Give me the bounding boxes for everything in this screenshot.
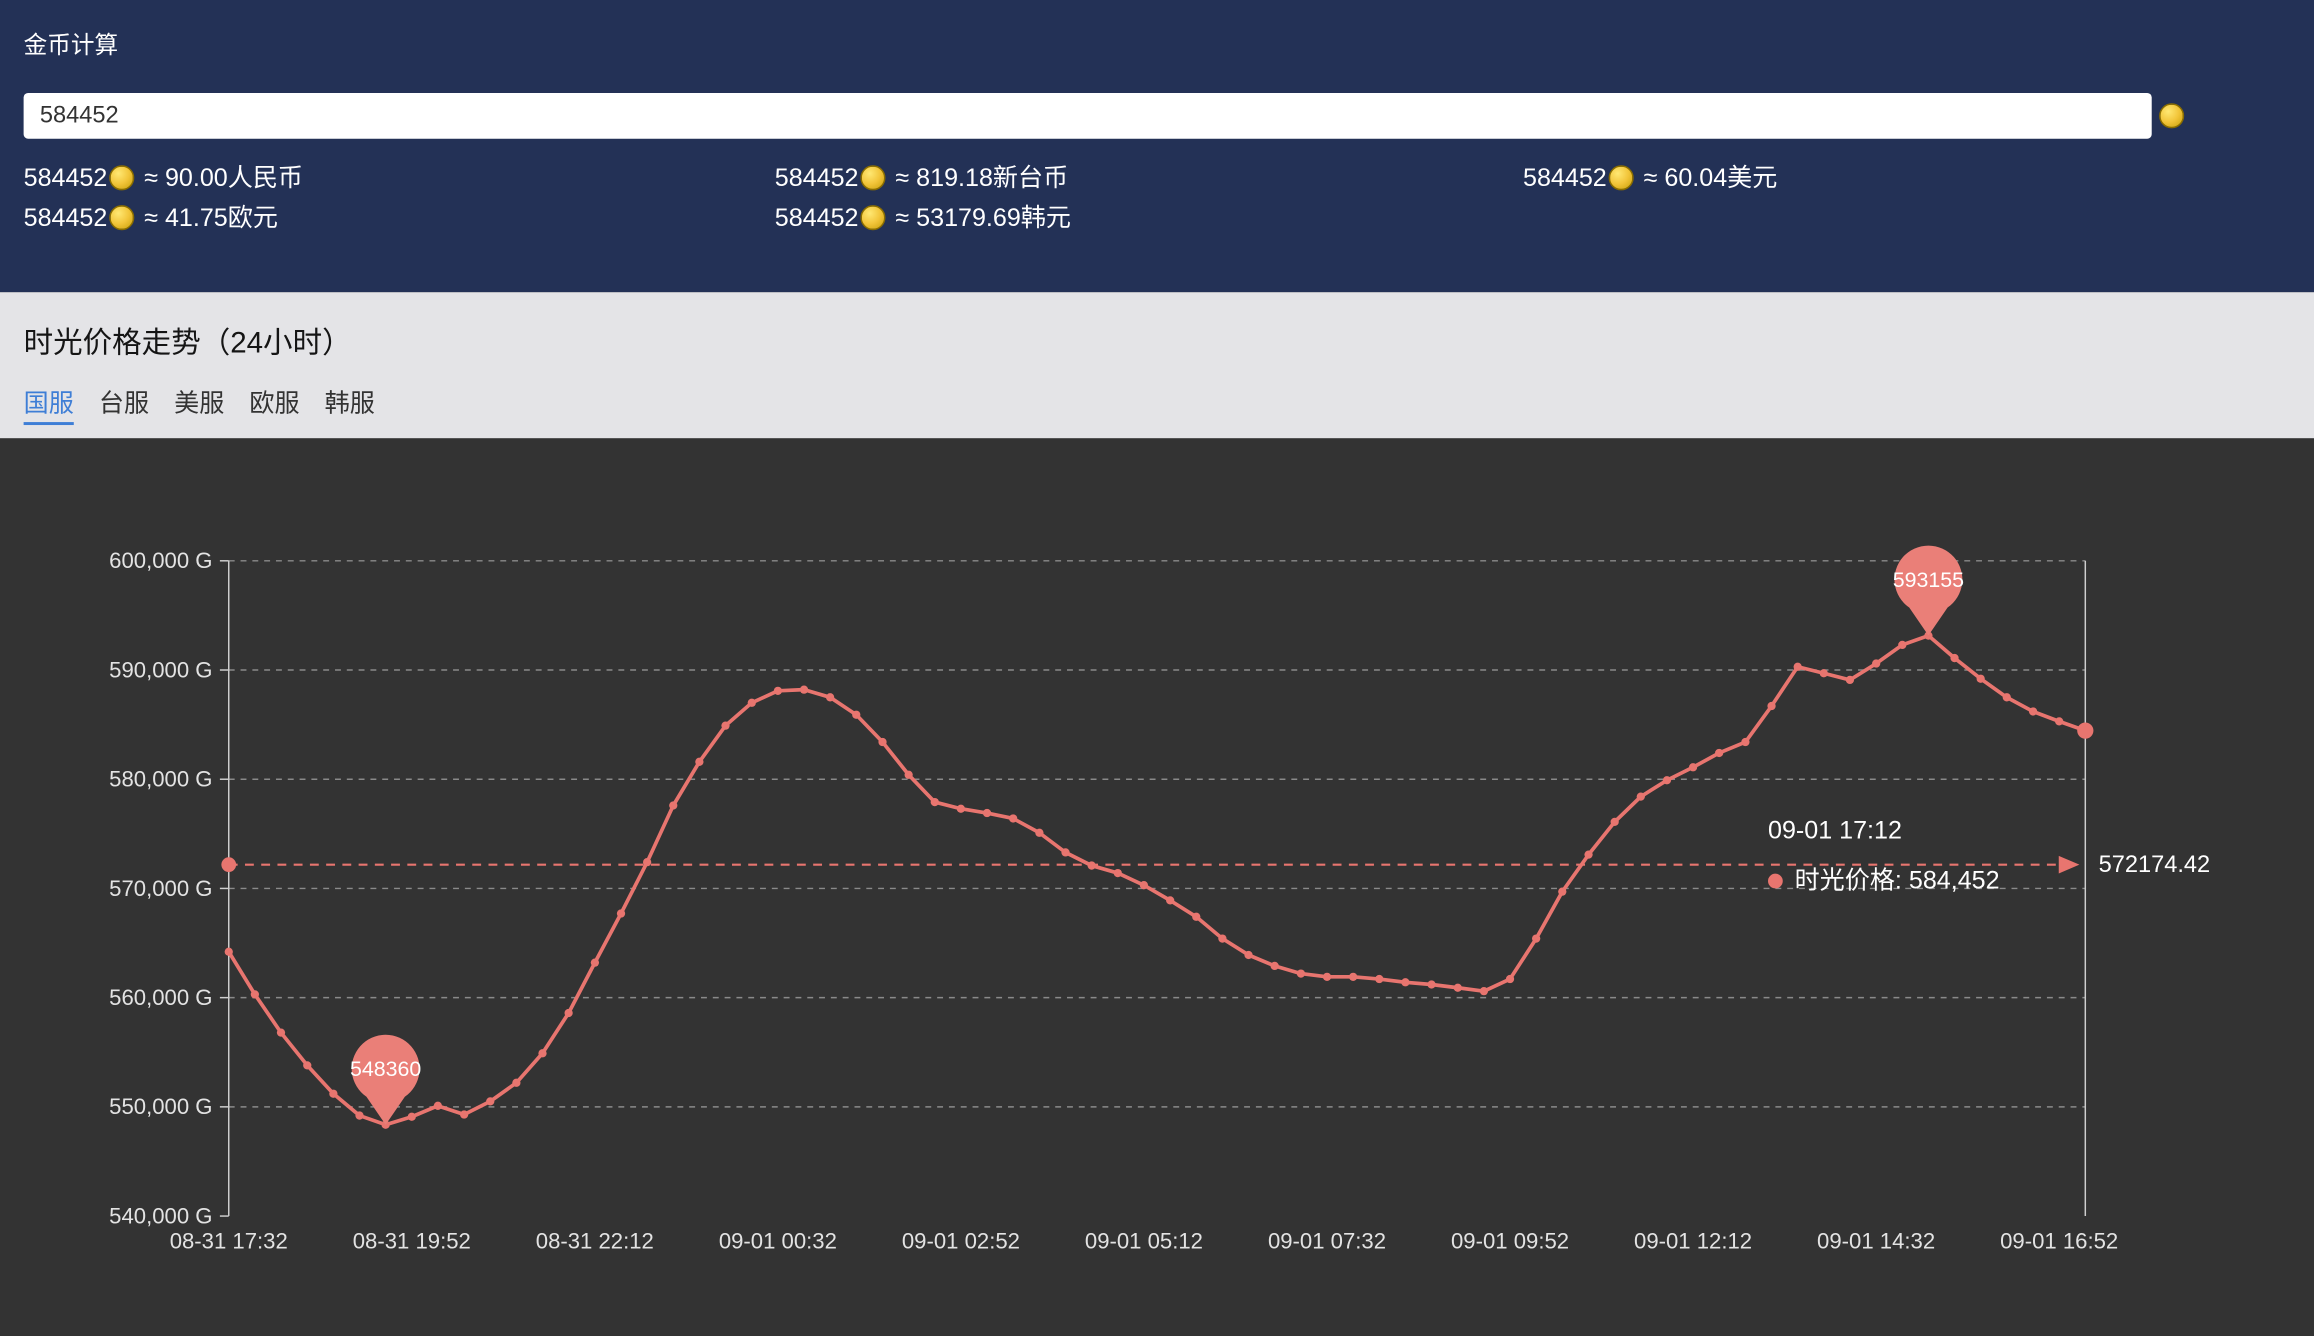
svg-text:580,000 G: 580,000 G — [109, 767, 212, 792]
svg-text:08-31 19:52: 08-31 19:52 — [353, 1229, 471, 1254]
svg-text:09-01 16:52: 09-01 16:52 — [2000, 1229, 2118, 1254]
gold-coin-icon — [859, 165, 886, 191]
tab-eu-server[interactable]: 欧服 — [249, 389, 300, 418]
conversion-amount: 584452 — [1523, 163, 1607, 192]
gold-coin-icon — [108, 205, 134, 231]
svg-text:09-01 00:32: 09-01 00:32 — [719, 1229, 837, 1254]
conversion-twd: 584452 ≈ 819.18新台币 — [775, 158, 1523, 198]
svg-text:570,000 G: 570,000 G — [109, 876, 212, 901]
svg-text:548360: 548360 — [350, 1057, 421, 1081]
conversion-cny: 584452 ≈ 90.00人民币 — [24, 158, 775, 198]
svg-text:08-31 17:32: 08-31 17:32 — [170, 1229, 288, 1254]
svg-text:572174.42: 572174.42 — [2099, 852, 2211, 878]
tab-kr-server[interactable]: 韩服 — [324, 389, 375, 418]
server-tabs: 国服 台服 美服 欧服 韩服 — [23, 382, 2291, 426]
svg-text:593155: 593155 — [1893, 568, 1964, 592]
gold-coin-icon — [1608, 165, 1634, 191]
svg-text:09-01 02:52: 09-01 02:52 — [902, 1229, 1020, 1254]
conversion-result: ≈ 60.04美元 — [1643, 163, 1778, 192]
svg-text:560,000 G: 560,000 G — [109, 985, 212, 1010]
conversion-results: 584452 ≈ 90.00人民币 584452 ≈ 819.18新台币 58445… — [24, 158, 2291, 238]
tab-us-server[interactable]: 美服 — [174, 389, 225, 418]
gold-coin-icon — [108, 165, 134, 191]
svg-text:09-01 14:32: 09-01 14:32 — [1817, 1229, 1935, 1254]
trend-header: 时光价格走势（24小时） 国服 台服 美服 欧服 韩服 — [0, 292, 2314, 439]
gold-coin-icon — [2159, 103, 2185, 129]
conversion-amount: 584452 — [774, 163, 859, 192]
conversion-result: ≈ 41.75欧元 — [144, 203, 278, 232]
svg-text:09-01 07:32: 09-01 07:32 — [1268, 1229, 1386, 1254]
price-chart-section[interactable]: 540,000 G 550,000 G 560,000 G 570,000 G 580,… — [0, 438, 2314, 1336]
tab-cn-server[interactable]: 国服 — [23, 382, 74, 426]
svg-text:09-01 05:12: 09-01 05:12 — [1085, 1229, 1203, 1254]
gold-amount-input[interactable] — [23, 92, 2152, 139]
calculator-title: 金币计算 — [23, 33, 119, 60]
gold-calculator-panel: 金币计算 584452 ≈ 90.00人民币 584452 ≈ 819.18新台币 … — [0, 0, 2314, 293]
svg-text:550,000 G: 550,000 G — [109, 1094, 212, 1119]
svg-text:09-01 12:12: 09-01 12:12 — [1634, 1229, 1752, 1254]
gold-coin-icon — [859, 205, 886, 231]
conversion-usd: 584452 ≈ 60.04美元 — [1523, 158, 2290, 198]
calculator-input-row — [23, 92, 2291, 139]
conversion-amount: 584452 — [774, 203, 859, 232]
conversion-amount: 584452 — [23, 163, 108, 192]
trend-title: 时光价格走势（24小时） — [23, 327, 352, 361]
svg-text:09-01 09:52: 09-01 09:52 — [1451, 1229, 1569, 1254]
svg-text:600,000 G: 600,000 G — [109, 548, 212, 573]
conversion-eur: 584452 ≈ 41.75欧元 — [24, 198, 775, 238]
conversion-result: ≈ 53179.69韩元 — [895, 203, 1071, 232]
conversion-krw: 584452 ≈ 53179.69韩元 — [775, 198, 1523, 238]
price-line-chart[interactable]: 540,000 G 550,000 G 560,000 G 570,000 G 580,… — [0, 438, 2314, 1335]
conversion-result: ≈ 90.00人民币 — [144, 163, 304, 192]
svg-text:540,000 G: 540,000 G — [109, 1203, 212, 1228]
conversion-amount: 584452 — [23, 203, 108, 232]
tab-tw-server[interactable]: 台服 — [98, 389, 150, 418]
conversion-result: ≈ 819.18新台币 — [895, 163, 1069, 192]
svg-text:590,000 G: 590,000 G — [109, 657, 212, 682]
svg-text:08-31 22:12: 08-31 22:12 — [536, 1229, 654, 1254]
